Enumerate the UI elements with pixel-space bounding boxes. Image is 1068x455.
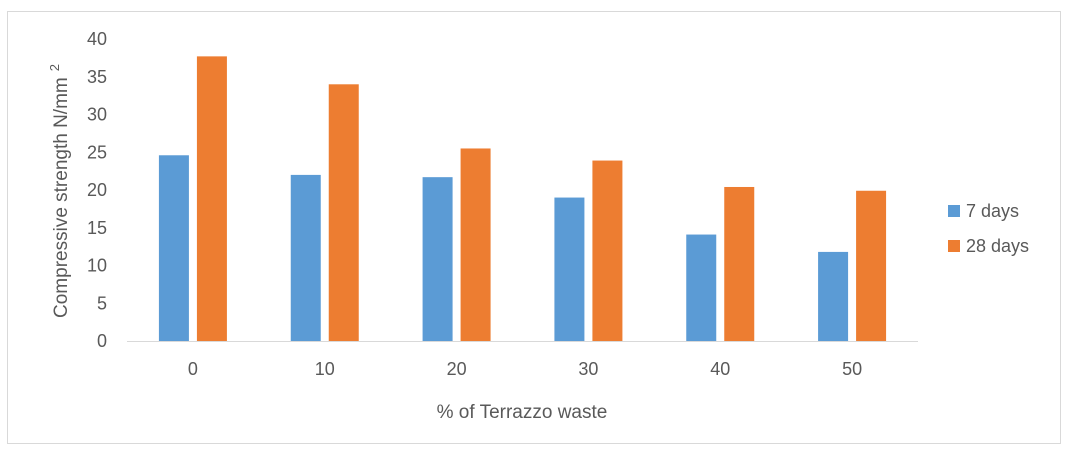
y-axis-title-main: Compressive strength N/mm	[51, 77, 72, 318]
bars-group	[158, 56, 887, 342]
bar	[290, 174, 321, 341]
x-tick-label: 30	[578, 359, 598, 379]
y-tick-label: 30	[87, 105, 107, 125]
bar	[196, 56, 227, 342]
bar	[686, 234, 717, 341]
bar	[554, 197, 585, 341]
y-tick-label: 25	[87, 142, 107, 162]
legend: 7 days 28 days	[948, 201, 1029, 256]
bar	[328, 84, 359, 342]
y-axis-ticks: 0 5 10 15 20 25 30 35 40	[87, 29, 107, 351]
y-tick-label: 40	[87, 29, 107, 49]
bar	[592, 160, 623, 341]
bar	[460, 148, 491, 341]
x-tick-label: 20	[447, 359, 467, 379]
y-tick-label: 5	[97, 293, 107, 313]
x-tick-label: 10	[315, 359, 335, 379]
bar	[158, 155, 189, 341]
y-tick-label: 35	[87, 67, 107, 87]
y-tick-label: 0	[97, 331, 107, 351]
x-tick-label: 40	[710, 359, 730, 379]
bar	[422, 177, 453, 341]
legend-label: 28 days	[966, 236, 1029, 256]
x-axis-title: % of Terrazzo waste	[437, 402, 608, 423]
bar	[818, 251, 849, 341]
legend-swatch	[948, 205, 960, 217]
y-axis-title-superscript: 2	[47, 64, 62, 71]
x-axis-ticks: 0 10 20 30 40 50	[188, 359, 862, 379]
bar	[856, 190, 887, 341]
y-tick-label: 15	[87, 218, 107, 238]
x-tick-label: 0	[188, 359, 198, 379]
y-tick-label: 20	[87, 180, 107, 200]
legend-label: 7 days	[966, 201, 1019, 221]
x-tick-label: 50	[842, 359, 862, 379]
legend-swatch	[948, 240, 960, 252]
bar	[724, 186, 755, 341]
y-tick-label: 10	[87, 256, 107, 276]
y-axis-title: Compressive strength N/mm 2	[47, 64, 72, 318]
